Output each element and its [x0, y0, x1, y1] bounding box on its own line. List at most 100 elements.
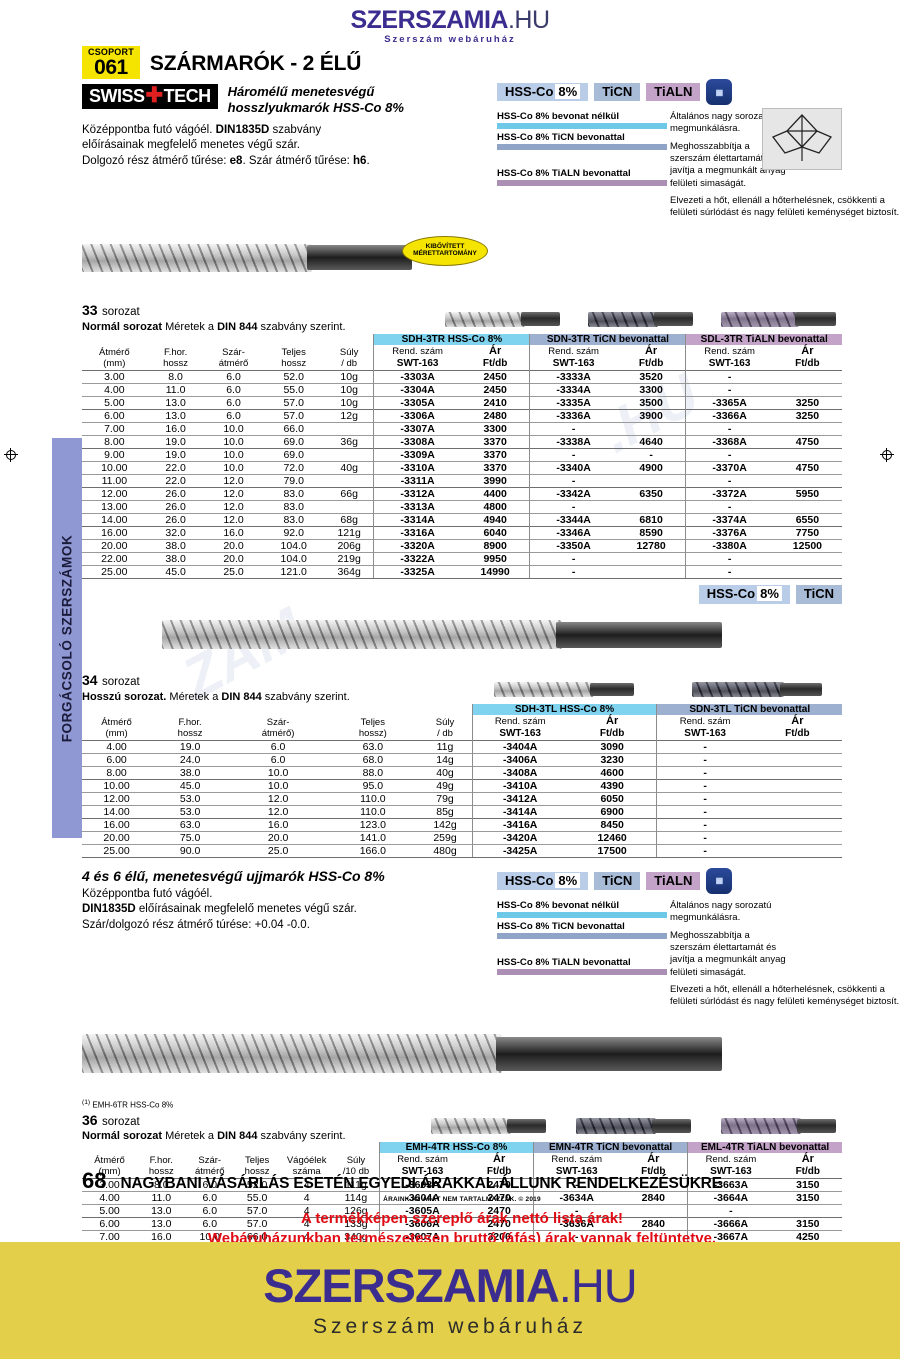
table-row[interactable]: 7.00 16.0 10.0 66.0 4 340g -3607A 3200- -3667A 42… — [82, 1230, 842, 1244]
cell-price-1: 8450 — [567, 817, 657, 832]
page-footer: 68 NAGYBANI VÁSÁRLÁS ESETÉN EGYEDI ÁRAKK… — [82, 1168, 842, 1250]
table-row[interactable]: 22.00 38.0 20.0 104.0 219g -3322A 9950- - — [82, 551, 842, 566]
cell-w: 340g — [333, 1230, 380, 1244]
cell-order-number-1: -3404A — [471, 739, 568, 754]
table-row[interactable]: 6.00 13.0 6.0 57.0 12g -3306A 2480 -3336A 3900 -3… — [82, 408, 842, 423]
cell-d: 10.00 — [82, 460, 147, 475]
cell-price-1: 2450 — [460, 369, 530, 384]
table-row[interactable]: 16.00 63.0 16.0 123.0 142g -3416A 8450- — [82, 817, 842, 832]
cell-order-number-3: -3663A — [687, 1178, 774, 1192]
group-badge: CSOPORT 061 — [82, 46, 140, 79]
table-row[interactable]: 12.00 53.0 12.0 110.0 79g -3412A 6050- — [82, 791, 842, 806]
table-row[interactable]: 12.00 26.0 12.0 83.0 66g -3312A 4400 -3342A 6350… — [82, 486, 842, 501]
table-row[interactable]: 20.00 38.0 20.0 104.0 206g -3320A 8900 -3350A 12… — [82, 538, 842, 553]
four-flute-end-diagram — [771, 114, 833, 161]
swisstech-brand-logo: SWISS ✚ TECH — [82, 84, 218, 109]
cell-tl: 72.0 — [262, 460, 325, 475]
cell-fh: 8.0 — [137, 1178, 186, 1192]
coating-legend-bottom: HSS-Co 8% TiCN TiALN ▦ HSS-Co 8% bevonat … — [497, 108, 899, 1009]
table-row[interactable]: 5.00 13.0 6.0 57.0 10g -3305A 2410 -3335A 3500 -3… — [82, 395, 842, 410]
table-row[interactable]: 5.00 13.0 6.0 57.0 4 126g -3605A 2470- - — [82, 1204, 842, 1218]
cell-order-number-3: - — [685, 499, 773, 514]
cell-w — [324, 473, 374, 488]
table-row[interactable]: 4.00 11.0 6.0 55.0 10g -3304A 2450 -3334A 3300- — [82, 382, 842, 397]
cell-price-2 — [752, 830, 842, 845]
cell-order-number-1: -3604A — [378, 1191, 466, 1205]
cell-tl: 141.0 — [327, 830, 419, 845]
cell-price-3 — [772, 421, 842, 436]
cell-fh: 26.0 — [146, 499, 205, 514]
cell-order-number-1: -3607A — [378, 1230, 466, 1244]
cell-order-number-1: -3605A — [378, 1204, 466, 1218]
desc-text: Középpontba futó vágóél. — [82, 123, 216, 136]
table-row[interactable]: 14.00 53.0 12.0 110.0 85g -3414A 6900- — [82, 804, 842, 819]
brand-right-text: TECH — [163, 86, 212, 106]
table-row[interactable]: 7.00 16.0 10.0 66.0 -3307A 3300- - — [82, 421, 842, 436]
cell-order-number-2: -3333A — [529, 369, 617, 384]
table-row[interactable]: 3.00 8.0 6.0 52.0 4 111g -3603A 2470- -3663A 3150 — [82, 1178, 842, 1192]
cell-w: 40g — [418, 765, 472, 780]
cell-w: 111g — [333, 1178, 380, 1192]
cutter-photo-hss-long — [494, 674, 634, 704]
table-row[interactable]: 14.00 26.0 12.0 83.0 68g -3314A 4940 -3344A 6810… — [82, 512, 842, 527]
table-row[interactable]: 25.00 90.0 25.0 166.0 480g -3425A 17500- — [82, 843, 842, 857]
cell-sd: 12.0 — [204, 486, 263, 501]
cell-d: 16.00 — [82, 817, 152, 832]
cell-price-3 — [772, 447, 842, 462]
cell-w: 364g — [324, 564, 374, 578]
cell-order-number-2: - — [533, 1204, 620, 1218]
table-row[interactable]: 6.00 13.0 6.0 57.0 4 133g -3606A 2470 -3636A 2840… — [82, 1217, 842, 1231]
series-type: Normál sorozat — [82, 1130, 163, 1143]
cell-w: 10g — [324, 395, 374, 410]
table-34-bottom-rule — [82, 856, 842, 860]
table-row[interactable]: 11.00 22.0 12.0 79.0 -3311A 3990- - — [82, 473, 842, 488]
group-header-hss: SDH-3TL HSS-Co 8% — [471, 704, 657, 716]
coating-chip-row-34: HSS-Co 8% TiCN — [82, 584, 842, 604]
end-mill-photo — [82, 230, 412, 286]
cell-price-2: 3500 — [616, 395, 686, 410]
legend-desc-tialn: Elvezeti a hőt, ellenáll a hőterhelésnek… — [670, 984, 900, 1008]
cell-w: 10g — [324, 382, 374, 397]
cell-price-2 — [752, 778, 842, 793]
cell-price-2: 2840 — [619, 1191, 688, 1205]
chip-ticn: TiCN — [594, 82, 641, 102]
series-type: Normál sorozat — [82, 320, 163, 333]
cell-sd: 10.0 — [204, 434, 263, 449]
cell-tl: 104.0 — [262, 551, 325, 566]
cell-price-2 — [752, 843, 842, 857]
cell-order-number-1: -3320A — [373, 538, 461, 553]
cell-tl: 69.0 — [262, 434, 325, 449]
group-badge-label: CSOPORT — [88, 47, 134, 57]
group-header-tialn: EML-4TR TiALN bevonattal — [687, 1142, 842, 1154]
table-row[interactable]: 6.00 24.0 6.0 68.0 14g -3406A 3230- — [82, 752, 842, 767]
cell-w: 68g — [324, 512, 374, 527]
table-row[interactable]: 13.00 26.0 12.0 83.0 -3313A 4800- - — [82, 499, 842, 514]
cell-order-number-2: - — [533, 1178, 620, 1192]
desc-text: . Szár átmérő tűrése: — [242, 154, 354, 167]
table-row[interactable]: 10.00 22.0 10.0 72.0 40g -3310A 3370 -3340A 4900… — [82, 460, 842, 475]
legend-label: HSS-Co 8% bevonat nélkül — [497, 111, 620, 122]
cell-sd: 6.0 — [185, 1204, 234, 1218]
table-row[interactable]: 4.00 11.0 6.0 55.0 4 114g -3604A 2470 -3634A 2840… — [82, 1191, 842, 1205]
table-row[interactable]: 25.00 45.0 25.0 121.0 364g -3325A 14990- - — [82, 564, 842, 578]
cell-price-3 — [772, 551, 842, 566]
cell-fh: 45.0 — [151, 778, 230, 793]
coating-chip-row: HSS-Co 8% TiCN TiALN ▦ — [497, 79, 842, 105]
cell-fh: 53.0 — [151, 791, 230, 806]
table-row[interactable]: 8.00 19.0 10.0 69.0 36g -3308A 3370 -3338A 4640-… — [82, 434, 842, 449]
product-subtitle: Háromélű menetesvégű hosszlyukmarók HSS-… — [228, 84, 404, 117]
cell-fh: 75.0 — [151, 830, 230, 845]
logo-wordmark: SZERSZAMIA.HU — [0, 8, 900, 33]
table-row[interactable]: 3.00 8.0 6.0 52.0 10g -3303A 2450 -3333A 3520- — [82, 369, 842, 384]
table-row[interactable]: 10.00 45.0 10.0 95.0 49g -3410A 4390- — [82, 778, 842, 793]
table-row[interactable]: 8.00 38.0 10.0 88.0 40g -3408A 4600- — [82, 765, 842, 780]
table-row[interactable]: 4.00 19.0 6.0 63.0 11g -3404A 3090- — [82, 739, 842, 754]
cell-price-3: 6550 — [772, 512, 842, 527]
table-row[interactable]: 20.00 75.0 20.0 141.0 259g -3420A 12460- — [82, 830, 842, 845]
cell-order-number-3: -3376A — [685, 525, 773, 540]
cell-order-number-1: -3412A — [471, 791, 568, 806]
cell-price-3: 4750 — [772, 434, 842, 449]
cell-price-3: 12500 — [772, 538, 842, 553]
table-row[interactable]: 9.00 19.0 10.0 69.0 -3309A 3370- - - — [82, 447, 842, 462]
table-row[interactable]: 16.00 32.0 16.0 92.0 121g -3316A 6040 -3346A 859… — [82, 525, 842, 540]
